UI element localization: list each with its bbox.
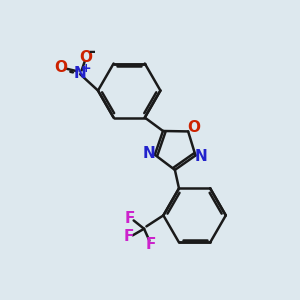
Text: -: - — [88, 43, 95, 61]
Text: O: O — [55, 60, 68, 75]
Text: F: F — [146, 237, 156, 252]
Text: +: + — [80, 62, 91, 75]
Text: N: N — [195, 149, 208, 164]
Text: F: F — [123, 229, 134, 244]
Text: O: O — [187, 120, 200, 135]
Text: O: O — [79, 50, 92, 65]
Text: F: F — [124, 212, 135, 226]
Text: N: N — [142, 146, 155, 161]
Text: N: N — [74, 66, 86, 81]
